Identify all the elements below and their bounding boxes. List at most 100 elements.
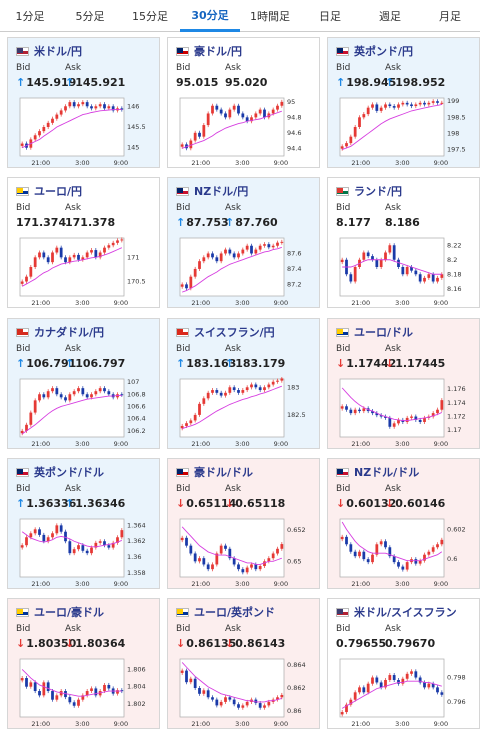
tab-5[interactable]: 日足 xyxy=(319,10,341,23)
pair-name[interactable]: 米ドル/スイスフラン xyxy=(354,606,457,619)
candlestick-chart: 0.652 0.65 21:00 3:00 9:00 xyxy=(179,518,306,588)
rate-card[interactable]: スイスフラン/円 Bid ↑183.163 Ask ↑183.179 183 182.5 21… xyxy=(167,318,320,449)
pair-title[interactable]: ランド/円 xyxy=(336,184,402,198)
pair-name[interactable]: ランド/円 xyxy=(354,185,403,198)
ask-price: 1.17445 xyxy=(395,357,446,370)
rate-card[interactable]: 英ポンド/円 Bid ↑198.945 Ask ↑198.952 199 198.5 198 1… xyxy=(327,37,480,168)
rate-card[interactable]: ランド/円 Bid 8.177 Ask 8.186 8.22 8.2 8.18 8.16 21:0… xyxy=(327,177,480,308)
candle-body xyxy=(388,104,392,107)
pair-name[interactable]: 豪ドル/ドル xyxy=(194,466,254,479)
pair-title[interactable]: ユーロ/円 xyxy=(16,184,82,198)
chart-plot-area xyxy=(339,378,445,438)
pair-name[interactable]: カナダドル/円 xyxy=(34,326,105,339)
bid-price: 95.015 xyxy=(176,76,219,89)
rate-card[interactable]: 米ドル/スイスフラン Bid 0.79655 Ask 0.79670 0.798 0.796… xyxy=(327,598,480,729)
rate-card[interactable]: ユーロ/英ポンド Bid ↓0.86135 Ask ↓0.86143 0.864 0.862… xyxy=(167,598,320,729)
rate-card[interactable]: 豪ドル/円 Bid 95.015 Ask 95.020 95 94.8 94.6 94.4 21:… xyxy=(167,37,320,168)
rate-card[interactable]: NZドル/円 Bid ↑87.753 Ask ↑87.760 87.6 87.4 87.2 21… xyxy=(167,177,320,308)
candle-body xyxy=(51,691,54,700)
pair-title[interactable]: NZドル/円 xyxy=(176,184,248,198)
pair-title[interactable]: 英ポンド/円 xyxy=(336,44,413,58)
flag-icon xyxy=(16,607,29,617)
tab-3[interactable]: 30分足 xyxy=(180,0,240,32)
bid-value: ↓0.86135 xyxy=(176,637,236,650)
pair-title[interactable]: 豪ドル/円 xyxy=(176,44,242,58)
candle-body xyxy=(371,256,374,260)
pair-title[interactable]: 米ドル/スイスフラン xyxy=(336,605,457,619)
x-tick-label: 21:00 xyxy=(351,299,370,307)
chart-plot-area xyxy=(339,237,445,297)
pair-name[interactable]: ユーロ/ドル xyxy=(354,326,414,339)
pair-name[interactable]: ユーロ/円 xyxy=(34,185,83,198)
candle-body xyxy=(55,525,59,534)
pair-title[interactable]: ユーロ/英ポンド xyxy=(176,605,275,619)
tab-0[interactable]: 1分足 xyxy=(15,10,45,23)
candlestick-chart: 0.798 0.796 21:00 3:00 9:00 xyxy=(339,658,466,728)
candle-body xyxy=(258,109,262,114)
candle-body xyxy=(271,245,275,248)
pair-title[interactable]: 豪ドル/ドル xyxy=(176,465,253,479)
rate-card[interactable]: 米ドル/円 Bid ↑145.919 Ask ↑145.921 146 145.5 145 21… xyxy=(7,37,160,168)
pair-title[interactable]: 米ドル/円 xyxy=(16,44,82,58)
candle-body xyxy=(81,257,85,260)
y-tick-label: 170.5 xyxy=(127,278,146,286)
candle-body xyxy=(384,104,387,108)
candle-body xyxy=(340,712,344,715)
bid-price: 1.80350 xyxy=(26,637,77,650)
arrow-down-icon: ↓ xyxy=(336,357,346,370)
pair-name[interactable]: 英ポンド/ドル xyxy=(34,466,105,479)
rate-card[interactable]: NZドル/ドル Bid ↓0.60132 Ask ↓0.60146 0.602 0.6 21:… xyxy=(327,458,480,589)
pair-name[interactable]: ユーロ/英ポンド xyxy=(194,606,276,619)
pair-name[interactable]: スイスフラン/円 xyxy=(194,326,275,339)
candle-body xyxy=(263,561,266,567)
pair-title[interactable]: カナダドル/円 xyxy=(16,325,104,339)
candle-body xyxy=(280,378,284,381)
pair-title[interactable]: ユーロ/豪ドル xyxy=(16,605,104,619)
tab-4[interactable]: 1時間足 xyxy=(250,10,290,23)
candle-body xyxy=(107,106,111,109)
tab-2[interactable]: 15分足 xyxy=(132,10,168,23)
pair-title[interactable]: NZドル/ドル xyxy=(336,465,419,479)
candle-body xyxy=(384,679,387,688)
candle-body xyxy=(366,559,370,563)
rate-card[interactable]: ユーロ/豪ドル Bid ↓1.80350 Ask ↓1.80364 1.806 1.804 1… xyxy=(7,598,160,729)
rate-card[interactable]: カナダドル/円 Bid ↑106.791 Ask ↑106.797 107 106.8 106… xyxy=(7,318,160,449)
arrow-down-icon: ↓ xyxy=(65,637,75,650)
pair-name[interactable]: 豪ドル/円 xyxy=(194,45,243,58)
ask-price: 198.952 xyxy=(395,76,446,89)
y-tick-label: 94.6 xyxy=(287,129,301,137)
rate-card[interactable]: 英ポンド/ドル Bid ↑1.36336 Ask ↑1.36346 1.364 1.362 1… xyxy=(7,458,160,589)
pair-title[interactable]: スイスフラン/円 xyxy=(176,325,275,339)
candlestick-chart: 8.22 8.2 8.18 8.16 21:00 3:00 9:00 xyxy=(339,237,461,307)
candle-body xyxy=(276,548,279,554)
y-tick-label: 199 xyxy=(447,97,459,105)
tab-1[interactable]: 5分足 xyxy=(75,10,105,23)
x-tick-label: 3:00 xyxy=(395,159,410,167)
pair-name[interactable]: 英ポンド/円 xyxy=(354,45,414,58)
pair-name[interactable]: NZドル/ドル xyxy=(354,466,420,479)
rate-card[interactable]: 豪ドル/ドル Bid ↓0.65114 Ask ↓0.65118 0.652 0.65 21:… xyxy=(167,458,320,589)
rate-card[interactable]: ユーロ/ドル Bid ↓1.17442 Ask ↓1.17445 1.176 1.174 1.… xyxy=(327,318,480,449)
pair-title[interactable]: ユーロ/ドル xyxy=(336,325,413,339)
candle-body xyxy=(107,391,111,395)
candle-body xyxy=(228,249,232,254)
candle-body xyxy=(388,417,392,427)
y-tick-label: 94.4 xyxy=(287,144,301,152)
tab-7[interactable]: 月足 xyxy=(439,10,461,23)
bid-value: 0.79655 xyxy=(336,637,386,650)
rate-card[interactable]: ユーロ/円 Bid 171.374 Ask 171.378 171 170.5 21:00 3:… xyxy=(7,177,160,308)
bid-value: ↓1.17442 xyxy=(336,357,396,370)
arrow-up-icon: ↑ xyxy=(16,497,26,510)
tab-6[interactable]: 週足 xyxy=(379,10,401,23)
pair-name[interactable]: NZドル/円 xyxy=(194,185,249,198)
candle-body xyxy=(362,687,366,693)
candle-body xyxy=(59,394,63,398)
pair-name[interactable]: 米ドル/円 xyxy=(34,45,83,58)
candle-body xyxy=(103,388,106,392)
y-tick-label: 8.16 xyxy=(447,285,461,293)
pair-name[interactable]: ユーロ/豪ドル xyxy=(34,606,105,619)
arrow-up-icon: ↑ xyxy=(336,76,346,89)
y-tick-label: 197.5 xyxy=(447,146,466,154)
pair-title[interactable]: 英ポンド/ドル xyxy=(16,465,104,479)
candle-body xyxy=(202,125,206,137)
